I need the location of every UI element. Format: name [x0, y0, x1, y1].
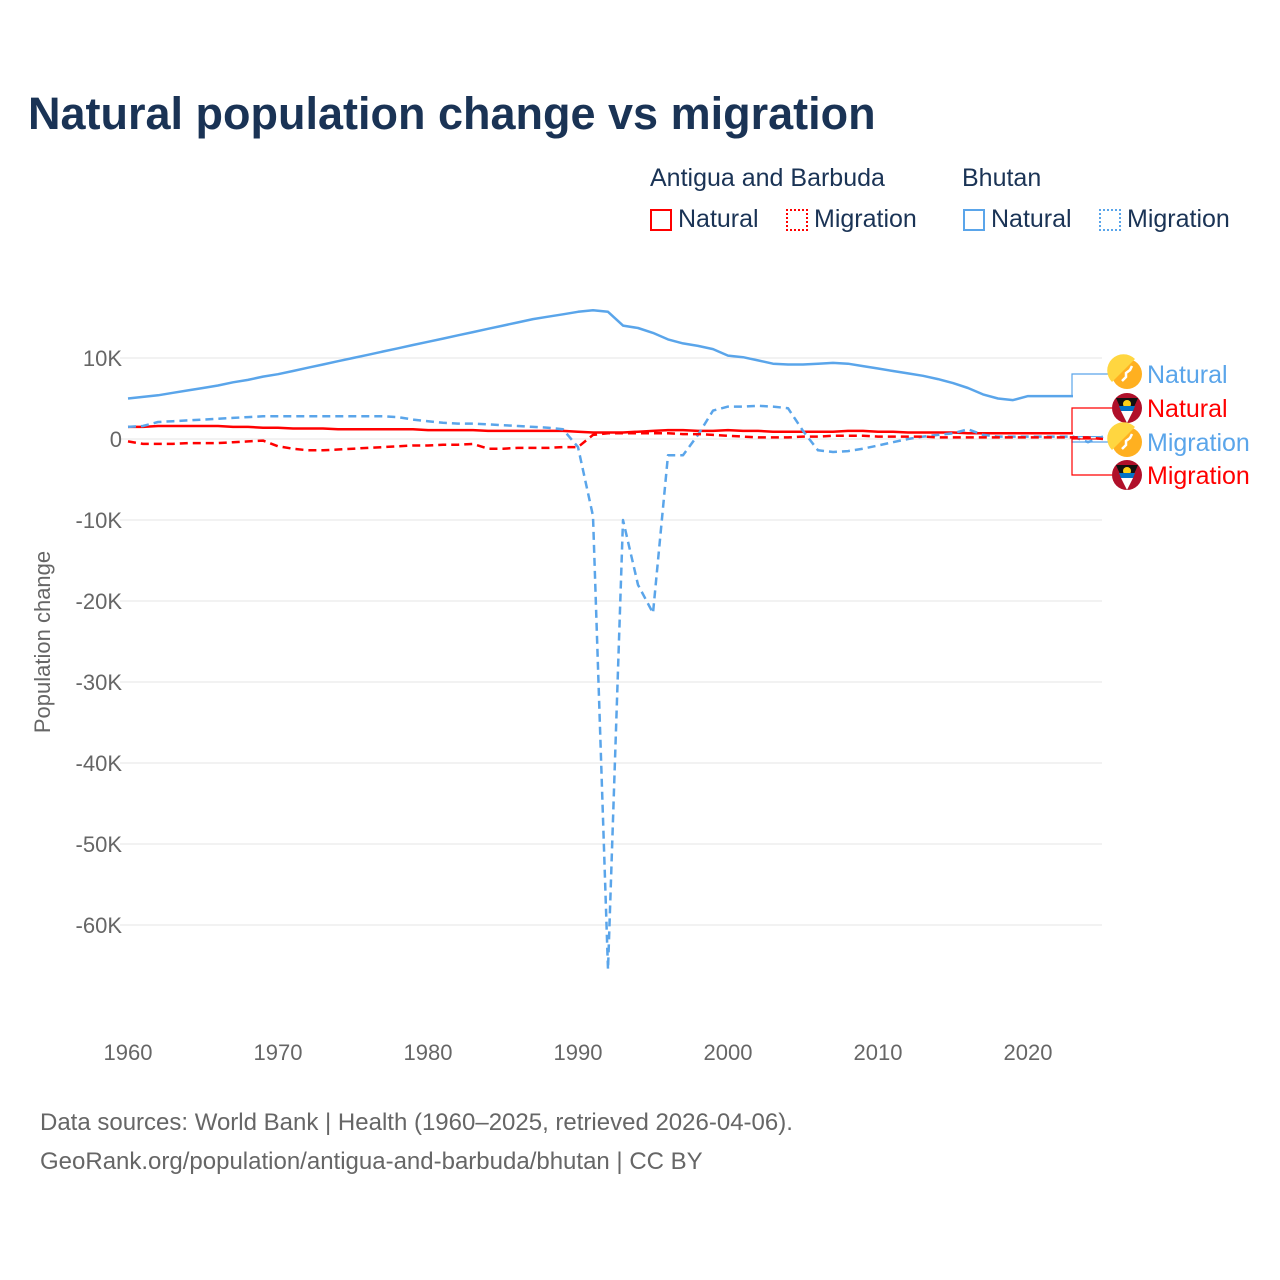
legend-label: Natural [678, 205, 759, 233]
legend-antigua-natural[interactable]: Natural [650, 205, 759, 234]
y-tick-label: 0 [110, 427, 122, 452]
y-tick-label: -60K [76, 913, 123, 938]
antigua-flag-icon [1119, 473, 1135, 478]
series-end-label: Natural [1147, 395, 1228, 423]
series-line-bhutan-natural [127, 308, 1073, 402]
series-line-bhutan-migration [127, 404, 1104, 971]
label-connector [1071, 407, 1112, 434]
legend-swatch [650, 208, 672, 231]
x-tick-label: 1960 [104, 1040, 153, 1065]
legend-bhutan-natural[interactable]: Natural [963, 205, 1072, 234]
series-line-antigua-and-barbuda-natural [128, 424, 1073, 435]
legend-swatch [963, 208, 985, 231]
y-tick-label: -40K [76, 751, 123, 776]
legend-label: Migration [814, 205, 917, 233]
x-tick-label: 1980 [404, 1040, 453, 1065]
chart-title: Natural population change vs migration [28, 88, 876, 139]
y-tick-label: -10K [76, 508, 123, 533]
x-tick-label: 2000 [704, 1040, 753, 1065]
bhutan-flag-icon [1107, 422, 1135, 450]
legend-swatch [786, 208, 808, 231]
legend-swatch [1099, 208, 1121, 231]
label-connector [1071, 373, 1112, 397]
bhutan-flag-icon [1121, 433, 1134, 450]
bhutan-flag-icon [1107, 354, 1135, 382]
y-tick-label: 10K [83, 346, 122, 371]
series-end-label: Natural [1147, 361, 1228, 389]
x-tick-label: 1970 [254, 1040, 303, 1065]
legend-antigua-migration[interactable]: Migration [786, 205, 917, 234]
series-line-antigua-and-barbuda-migration [127, 432, 1104, 452]
antigua-flag-icon [1119, 406, 1135, 411]
legend-label: Natural [991, 205, 1072, 233]
legend-bhutan-migration[interactable]: Migration [1099, 205, 1230, 234]
antigua-flag-icon [1121, 478, 1133, 490]
legend-group-bhutan: Bhutan [962, 164, 1042, 192]
legend-label: Migration [1127, 205, 1230, 233]
x-tick-label: 2010 [854, 1040, 903, 1065]
antigua-flag-icon [1121, 411, 1133, 423]
label-connector [1071, 438, 1112, 476]
y-tick-label: -50K [76, 832, 123, 857]
y-tick-label: -30K [76, 670, 123, 695]
legend-group-antigua: Antigua and Barbuda [650, 164, 885, 192]
source-line-1: Data sources: World Bank | Health (1960–… [40, 1109, 793, 1136]
source-line-2[interactable]: GeoRank.org/population/antigua-and-barbu… [40, 1148, 703, 1175]
x-tick-label: 2020 [1004, 1040, 1053, 1065]
y-tick-label: -20K [76, 589, 123, 614]
series-end-label: Migration [1147, 429, 1250, 457]
bhutan-flag-icon [1121, 365, 1134, 382]
series-end-label: Migration [1147, 462, 1250, 490]
y-axis-label: Population change [30, 551, 55, 733]
x-tick-label: 1990 [554, 1040, 603, 1065]
